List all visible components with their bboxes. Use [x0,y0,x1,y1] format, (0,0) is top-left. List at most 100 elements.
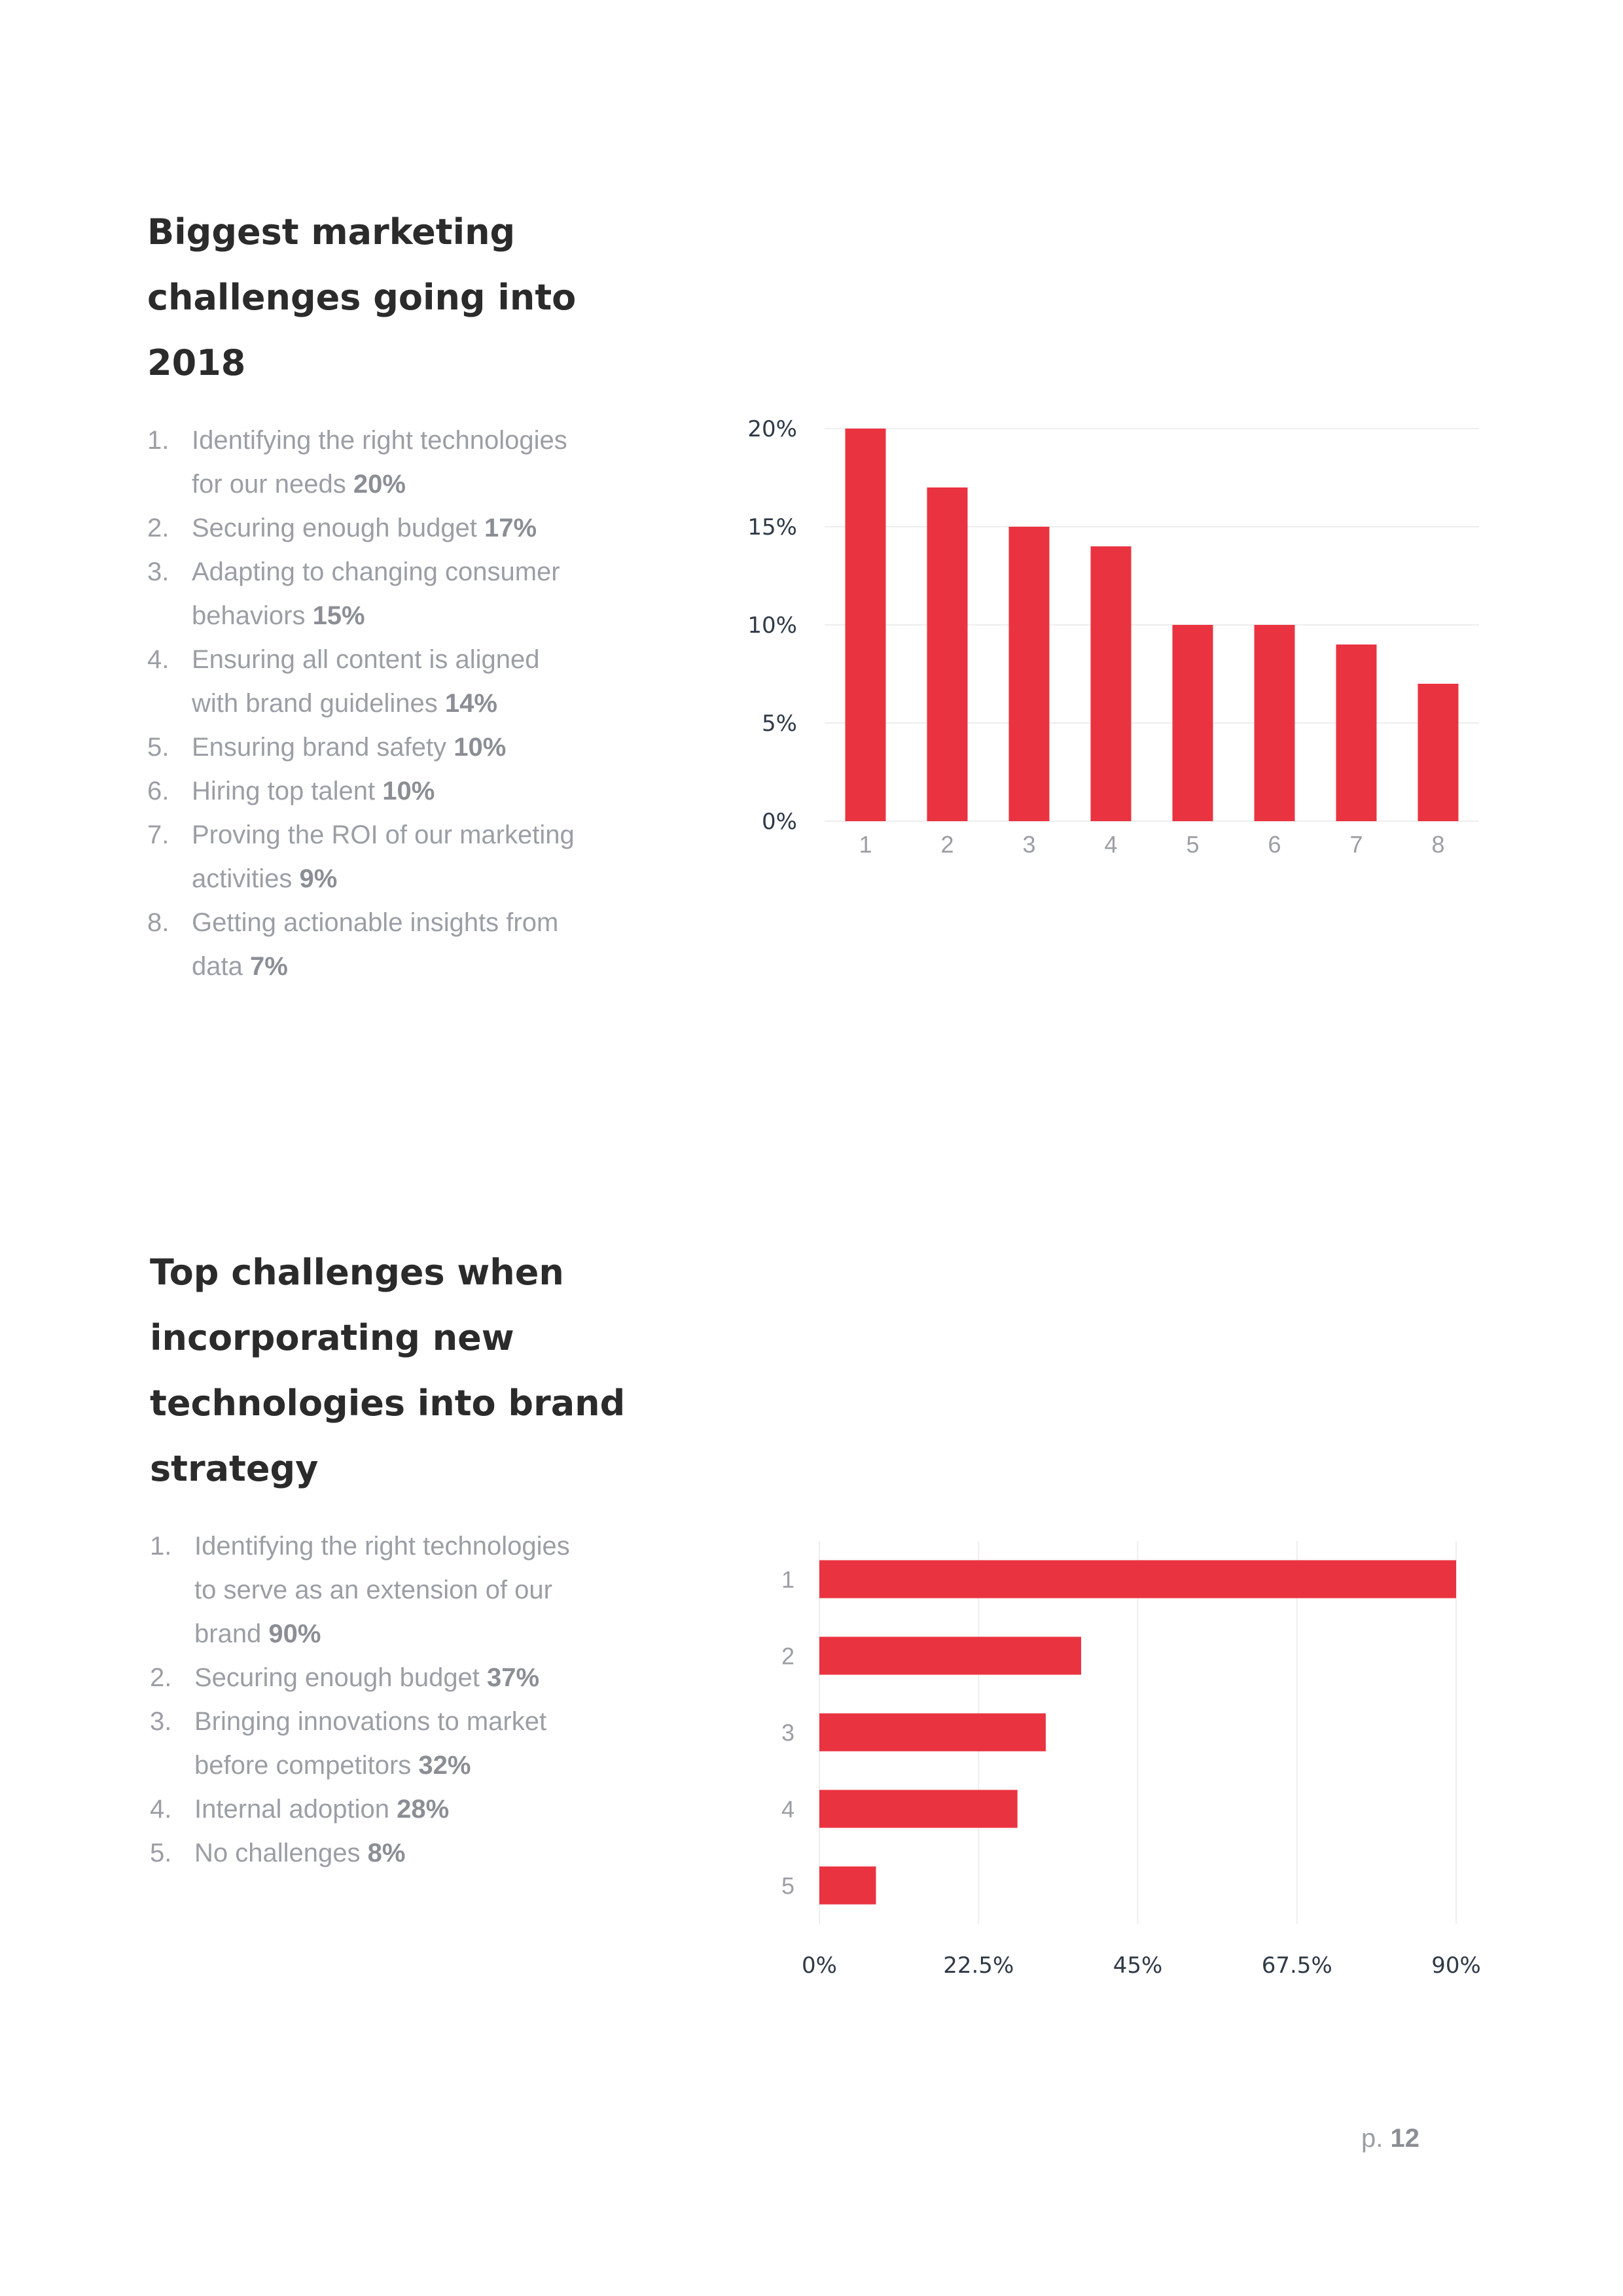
list-percent: 10% [454,733,507,762]
list-number: 5. [150,1839,172,1867]
list-percent: 8% [367,1839,406,1867]
list-item: 7. Proving the ROI of our marketing activi… [147,813,645,901]
x-tick-label: 2 [940,831,954,858]
y-tick-label: 4 [781,1796,794,1823]
list-percent: 7% [249,952,288,981]
x-tick-label: 45% [1113,1952,1163,1979]
bar [819,1713,1046,1752]
section2-list: 1. Identifying the right technologies to s… [150,1525,660,1875]
list-text: brand [194,1619,269,1648]
challenges-2018-bar-chart: 0% 5% 10% 15% 20% 1 2 3 4 5 6 7 8 [747,416,1479,858]
list-number: 1. [147,426,169,455]
list-percent: 32% [418,1751,471,1780]
list-item: 3. Bringing innovations to market before c… [150,1700,660,1788]
list-number: 3. [150,1707,172,1736]
y-tick-label: 2 [781,1643,794,1670]
list-text: No challenges [194,1839,368,1867]
list-item: 1. Identifying the right technologies to s… [150,1525,660,1656]
x-tick-label: 6 [1268,831,1281,858]
list-text: Securing enough budget [192,514,485,542]
title-line: Top challenges when [150,1252,564,1293]
list-percent: 17% [484,514,537,542]
x-tick-label: 3 [1022,831,1035,858]
list-text: before competitors [194,1751,419,1780]
x-tick-label: 7 [1349,831,1363,858]
list-text: behaviors [192,601,313,630]
list-percent: 28% [397,1795,450,1824]
list-text: with brand guidelines [192,689,445,718]
list-number: 7. [147,821,169,849]
bar [1254,625,1295,821]
x-tick-label: 90% [1431,1952,1481,1979]
y-tick-label: 1 [781,1566,794,1593]
list-percent: 9% [299,864,338,893]
bar [1008,527,1050,821]
list-percent: 10% [382,777,435,805]
x-tick-label: 67.5% [1262,1952,1332,1979]
x-tick-label: 0% [802,1952,837,1979]
x-tick-label: 5 [1186,831,1199,858]
title-line: technologies into brand [150,1383,626,1424]
bar [819,1636,1082,1675]
list-percent: 20% [353,470,406,499]
list-item: 4. Ensuring all content is aligned with br… [147,638,645,726]
list-number: 2. [147,514,169,542]
tech-challenges-bar-chart: 0% 22.5% 45% 67.5% 90% 1 2 3 4 5 [781,1541,1481,1979]
list-text: Internal adoption [194,1795,397,1824]
title-line: Biggest marketing [147,211,516,253]
y-tick-label: 0% [762,809,797,835]
list-percent: 14% [444,689,497,718]
list-text: Bringing innovations to market [194,1707,547,1736]
list-item: 8. Getting actionable insights from data 7… [147,901,645,989]
list-item: 2. Securing enough budget 37% [150,1656,660,1700]
y-tick-label: 20% [747,416,797,442]
list-percent: 15% [312,601,365,630]
list-text: Securing enough budget [194,1663,488,1692]
list-text: data [192,952,250,981]
section1-title: Biggest marketing challenges going into 20… [147,200,576,396]
list-item: 5. Ensuring brand safety 10% [147,726,645,769]
list-number: 5. [147,733,169,762]
list-item: 4. Internal adoption 28% [150,1788,660,1831]
x-tick-label: 4 [1104,831,1117,858]
list-number: 4. [150,1795,172,1824]
list-number: 4. [147,645,169,674]
list-text: Hiring top talent [192,777,383,805]
x-tick-label: 8 [1431,831,1444,858]
bar [819,1866,876,1905]
list-item: 3. Adapting to changing consumer behaviors… [147,550,645,638]
y-tick-label: 5% [762,711,797,737]
title-line: 2018 [147,342,246,383]
list-item: 6. Hiring top talent 10% [147,769,645,813]
list-text: Adapting to changing consumer [192,557,560,586]
list-text: Proving the ROI of our marketing [192,821,575,849]
y-tick-label: 3 [781,1720,794,1746]
x-tick-label: 1 [859,831,872,858]
list-text: to serve as an extension of our [194,1576,552,1604]
title-line: strategy [150,1448,319,1489]
list-number: 3. [147,557,169,586]
list-text: Identifying the right technologies [192,426,567,455]
list-item: 1. Identifying the right technologies for … [147,419,645,506]
list-text: Ensuring brand safety [192,733,454,762]
section1-list: 1. Identifying the right technologies for … [147,419,645,989]
list-text: Getting actionable insights from [192,908,559,937]
x-tick-label: 22.5% [943,1952,1014,1979]
title-line: challenges going into [147,277,577,318]
list-percent: 37% [487,1663,540,1692]
page-number-value: 12 [1390,2124,1419,2153]
title-line: incorporating new [150,1317,514,1358]
bar [1090,546,1132,821]
list-text: activities [192,864,300,893]
bar [1172,625,1213,821]
list-text: Identifying the right technologies [194,1532,570,1561]
list-item: 2. Securing enough budget 17% [147,506,645,550]
list-text: Ensuring all content is aligned [192,645,540,674]
page-number: p. 12 [1361,2124,1419,2153]
y-tick-label: 5 [781,1873,794,1899]
bar [927,487,968,821]
list-text: for our needs [192,470,353,499]
bar [819,1790,1018,1828]
bar [845,429,886,821]
list-percent: 90% [268,1619,321,1648]
